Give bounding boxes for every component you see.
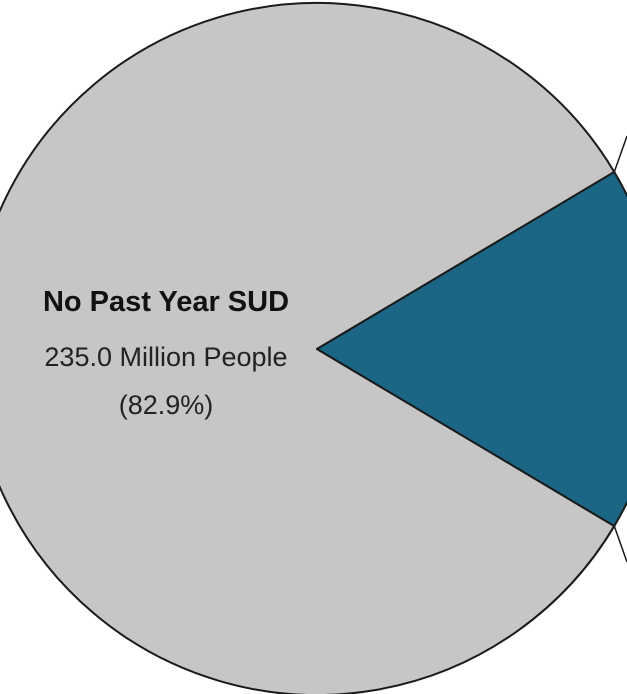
pie-slice-past-year-sud (316, 170, 627, 528)
pie-slice-no-past-year-sud (0, 2, 616, 694)
slice-percent-no-past-year-sud: (82.9%) (119, 390, 214, 420)
leader-lines-layer (613, 135, 627, 563)
slice-label-no-past-year-sud: No Past Year SUD (43, 286, 289, 318)
leader-line-top (613, 135, 627, 173)
slice-value-no-past-year-sud: 235.0 Million People (44, 342, 287, 372)
slice-labels: No Past Year SUD 235.0 Million People (8… (43, 286, 289, 420)
leader-line-bottom (613, 525, 627, 563)
